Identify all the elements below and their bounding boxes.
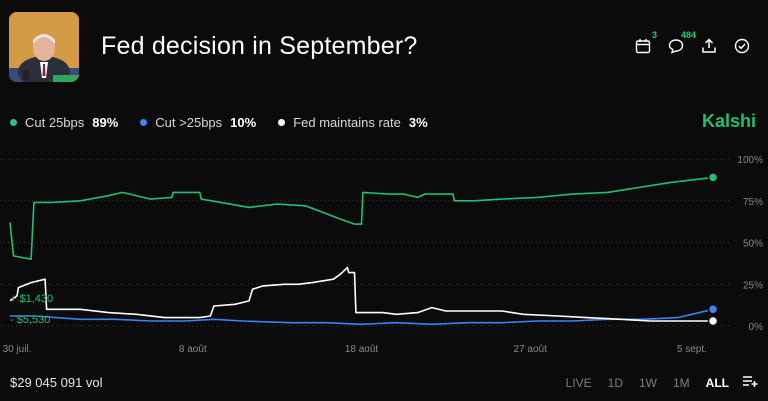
y-tick-label: 75%	[743, 197, 763, 208]
range-1m[interactable]: 1M	[673, 375, 690, 390]
legend-dot-blue	[140, 119, 148, 126]
x-tick-label: 18 août	[345, 344, 379, 355]
market-thumbnail	[9, 12, 79, 82]
range-live[interactable]: LIVE	[565, 375, 592, 390]
loss-annotation: - $5,530	[10, 314, 50, 326]
y-tick-label: 100%	[737, 155, 763, 166]
calendar-badge: 3	[651, 30, 657, 40]
comment-icon	[668, 39, 684, 54]
x-tick-label: 27 août	[514, 344, 548, 355]
calendar-button[interactable]: 3	[633, 30, 657, 56]
y-tick-label: 50%	[743, 239, 763, 250]
range-1w[interactable]: 1W	[639, 375, 657, 390]
series-end-point	[707, 172, 719, 183]
legend-dot-green	[10, 119, 17, 126]
legend-item-cut-25bps[interactable]: Cut 25bps 89%	[10, 115, 118, 130]
x-tick-label: 5 sept.	[677, 344, 707, 355]
series-end-point	[707, 315, 719, 327]
comments-badge: 484	[680, 30, 696, 40]
portrait-image	[9, 12, 79, 82]
chart-legend: Cut 25bps 89% Cut >25bps 10% Fed maintai…	[10, 115, 450, 130]
list-add-icon	[743, 376, 758, 387]
header-actions: 3 484	[633, 30, 752, 56]
comments-button[interactable]: 484	[666, 30, 696, 56]
page-title: Fed decision in September?	[101, 32, 418, 60]
kalshi-logo: Kalshi	[701, 111, 756, 131]
range-all[interactable]: ALL	[705, 375, 729, 390]
legend-value: 89%	[92, 115, 119, 130]
range-1d[interactable]: 1D	[607, 375, 623, 390]
list-add-button[interactable]	[743, 375, 758, 390]
series-line	[9, 266, 713, 322]
series-line	[9, 176, 714, 260]
check-circle-icon	[734, 38, 750, 54]
legend-value: 10%	[230, 115, 257, 130]
legend-item-fed-maintains[interactable]: Fed maintains rate 3%	[278, 115, 428, 130]
y-tick-label: 0%	[749, 322, 764, 333]
share-button[interactable]	[699, 36, 719, 56]
legend-label: Cut 25bps	[25, 115, 85, 130]
x-tick-label: 8 août	[179, 344, 207, 355]
legend-label: Fed maintains rate	[293, 115, 401, 130]
x-tick-label: 30 juil.	[3, 344, 32, 355]
legend-value: 3%	[408, 115, 428, 130]
range-selector: LIVE 1D 1W 1M ALL	[550, 375, 758, 390]
legend-item-cut-over-25bps[interactable]: Cut >25bps 10%	[140, 115, 256, 130]
series-end-point	[707, 304, 719, 315]
series-line	[10, 308, 714, 326]
volume-text: $29 045 091 vol	[10, 375, 103, 390]
gain-annotation: + $1,430	[10, 293, 53, 305]
share-icon	[702, 38, 716, 53]
y-tick-label: 25%	[743, 280, 763, 291]
check-button[interactable]	[732, 36, 752, 56]
calendar-icon	[635, 39, 651, 54]
legend-dot-white	[278, 119, 286, 126]
legend-label: Cut >25bps	[155, 115, 223, 130]
